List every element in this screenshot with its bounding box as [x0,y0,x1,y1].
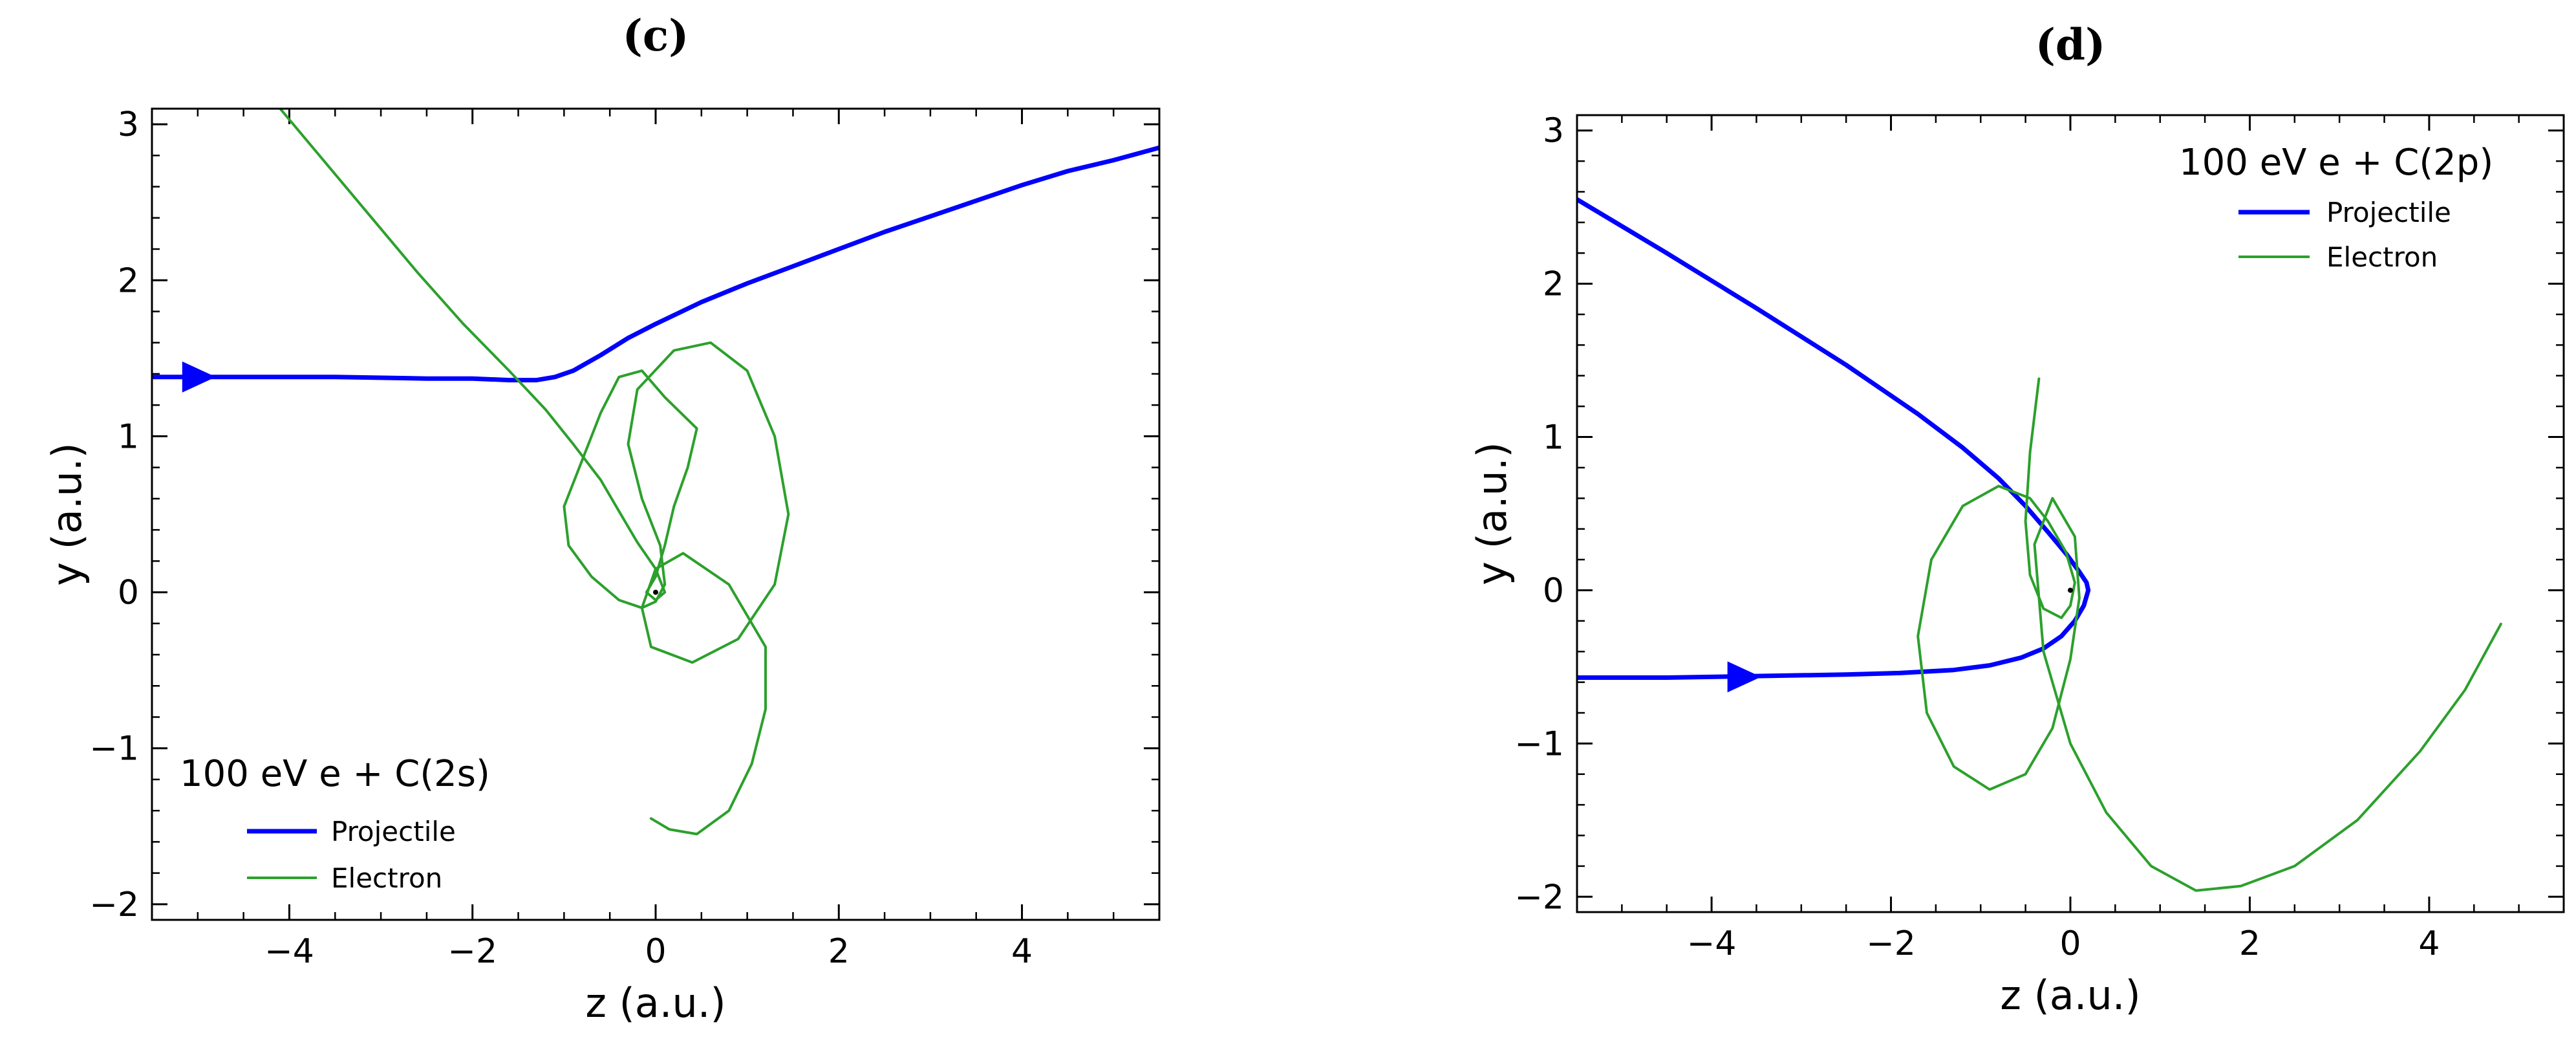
y-axis-title: y (a.u.) [43,442,91,585]
panel-label: (c) [623,10,689,61]
x-tick-label: 0 [2059,924,2081,963]
projectile-direction-arrow [182,361,216,393]
x-tick-label: −2 [447,932,497,971]
series-line-projectile [152,145,1159,383]
x-axis-title: z (a.u.) [585,979,725,1027]
y-tick-label: 0 [118,574,139,613]
y-axis-title: y (a.u.) [1468,442,1516,585]
x-tick-label: 2 [2239,924,2260,963]
projectile-direction-arrow [1727,661,1761,693]
y-tick-label: 0 [1543,571,1564,610]
x-tick-label: 2 [828,932,850,971]
y-tick-label: 3 [1543,112,1564,151]
y-tick-label: −2 [1514,878,1564,917]
nucleus-marker [2068,587,2073,593]
panel-d: −4 −2 0 2 4 −2 −1 0 1 2 3 z (a.u.) y (a.u.) (d) 100 eV… [1468,19,2565,1019]
y-tick-label: 1 [118,417,139,456]
y-tick-label: −2 [89,886,139,924]
x-axis-title: z (a.u.) [2000,972,2140,1019]
nucleus-marker [653,589,658,595]
plot-frame [151,107,1161,921]
x-tick-label: −2 [1866,924,1916,963]
y-tick-label: 1 [1543,419,1564,457]
y-tick-label: 2 [118,261,139,300]
legend-title: 100 eV e + C(2p) [2179,142,2493,184]
legend-title: 100 eV e + C(2s) [180,753,490,795]
y-tick-label: 3 [118,105,139,144]
series-line-projectile [1577,197,2091,680]
x-tick-label: 0 [645,932,666,971]
x-tick-label: 4 [1011,932,1033,971]
legend-entry-projectile: Projectile [2326,197,2451,228]
plot-frame [1576,114,2565,913]
panel-label: (d) [2035,19,2106,70]
y-tick-label: 2 [1543,265,1564,304]
x-tick-label: −4 [264,932,314,971]
y-tick-label: −1 [89,730,139,768]
series-line-electron [1916,377,2502,892]
x-tick-label: −4 [1687,924,1737,963]
panel-c: −4 −2 0 2 4 −2 −1 0 1 2 3 z (a.u.) y (a.u.) (c) 100 eV… [43,10,1161,1027]
y-tick-label: −1 [1514,725,1564,763]
legend-entry-electron: Electron [331,862,442,894]
legend-entry-projectile: Projectile [331,816,456,847]
series-line-electron [279,109,790,836]
legend-entry-electron: Electron [2326,241,2438,273]
x-tick-label: 4 [2418,924,2440,963]
